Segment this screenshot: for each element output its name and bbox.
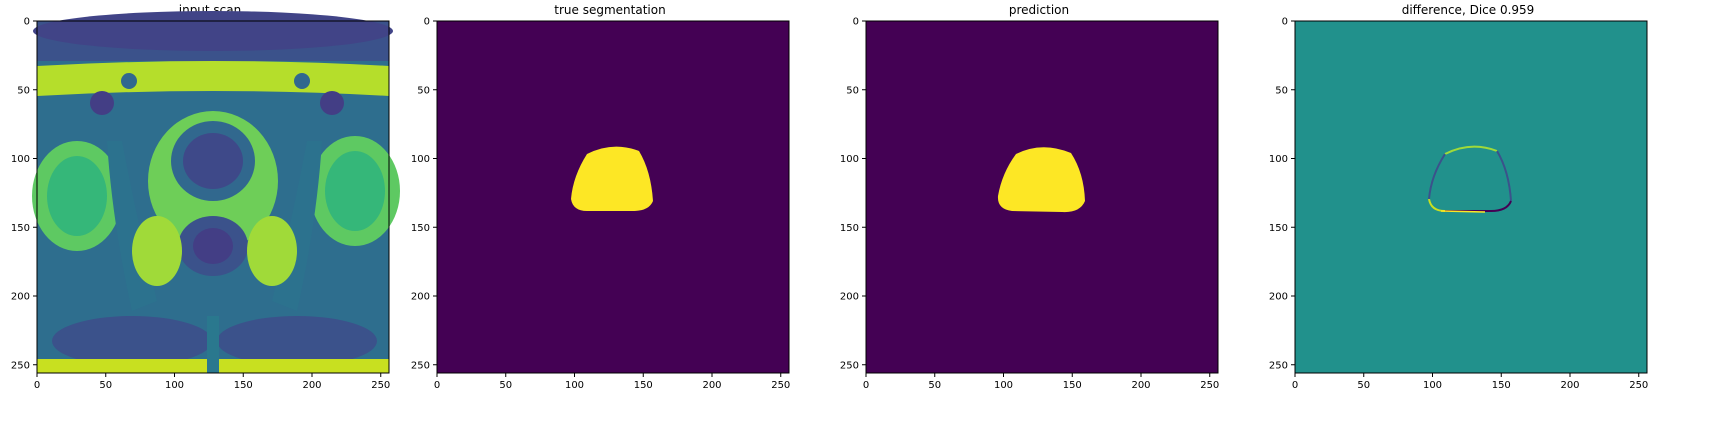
predicted-mask [866,21,1218,373]
x-tick-label: 100 [165,380,184,391]
mri-input-scan [32,11,400,373]
plot-prediction: 0 50 100 150 200 250 0 50 100 150 200 250 [840,17,1219,392]
x-tick-label: 150 [234,380,253,391]
x-tick-label: 250 [371,380,390,391]
panel-input-scan: input scan [0,0,420,432]
y-tick-label: 200 [411,292,430,303]
y-tick-label: 250 [1269,360,1288,371]
y-tick-label: 0 [24,17,30,28]
x-tick-label: 0 [434,380,440,391]
y-tick-label: 250 [11,360,30,371]
y-tick-label: 100 [411,154,430,165]
y-tick-label: 0 [853,17,859,28]
panel-title: true segmentation [554,3,666,17]
y-tick-label: 200 [11,292,30,303]
y-tick-label: 250 [411,360,430,371]
x-tick-label: 200 [702,380,721,391]
y-tick-label: 100 [11,154,30,165]
plot-true-segmentation: 0 50 100 150 200 250 0 50 100 150 200 250 [411,17,790,392]
y-tick-label: 100 [1269,154,1288,165]
panel-title: difference, Dice 0.959 [1401,3,1535,17]
y-tick-label: 150 [411,223,430,234]
x-tick-label: 0 [1292,380,1298,391]
ground-truth-mask [437,21,789,373]
x-tick-label: 250 [1200,380,1219,391]
y-tick-label: 50 [846,85,859,96]
x-tick-label: 50 [99,380,112,391]
x-tick-label: 50 [499,380,512,391]
y-tick-label: 150 [840,223,859,234]
panel-prediction: prediction 0 50 100 150 200 250 0 50 100 150 200 2… [840,0,1277,432]
x-tick-label: 200 [1131,380,1150,391]
plot-difference: 0 50 100 150 200 250 0 50 100 150 200 250 [1269,17,1648,392]
x-tick-label: 200 [302,380,321,391]
x-tick-label: 100 [565,380,584,391]
x-tick-label: 150 [1492,380,1511,391]
y-tick-label: 50 [1275,85,1288,96]
y-tick-label: 150 [1269,223,1288,234]
y-tick-label: 250 [840,360,859,371]
y-tick-label: 0 [424,17,430,28]
x-tick-label: 100 [994,380,1013,391]
y-tick-label: 200 [1269,292,1288,303]
x-tick-label: 50 [1357,380,1370,391]
y-tick-label: 0 [1282,17,1288,28]
x-tick-label: 200 [1560,380,1579,391]
plot-input-scan: 0 50 100 150 200 250 0 50 100 150 200 250 [11,11,400,391]
panel-true-segmentation: true segmentation 0 50 100 150 200 250 0 50 100… [411,0,848,432]
x-tick-label: 0 [863,380,869,391]
y-tick-label: 50 [17,85,30,96]
x-tick-label: 50 [928,380,941,391]
difference-map [1295,21,1647,373]
y-tick-label: 150 [11,223,30,234]
y-tick-label: 50 [417,85,430,96]
panel-title: prediction [1008,3,1070,17]
x-tick-label: 250 [1629,380,1648,391]
x-tick-label: 250 [771,380,790,391]
x-tick-label: 100 [1423,380,1442,391]
x-tick-label: 150 [1063,380,1082,391]
x-tick-label: 150 [634,380,653,391]
x-tick-label: 0 [34,380,40,391]
y-tick-label: 200 [840,292,859,303]
y-tick-label: 100 [840,154,859,165]
panel-difference: difference, Dice 0.959 0 50 100 150 200 250 0… [1269,0,1706,432]
